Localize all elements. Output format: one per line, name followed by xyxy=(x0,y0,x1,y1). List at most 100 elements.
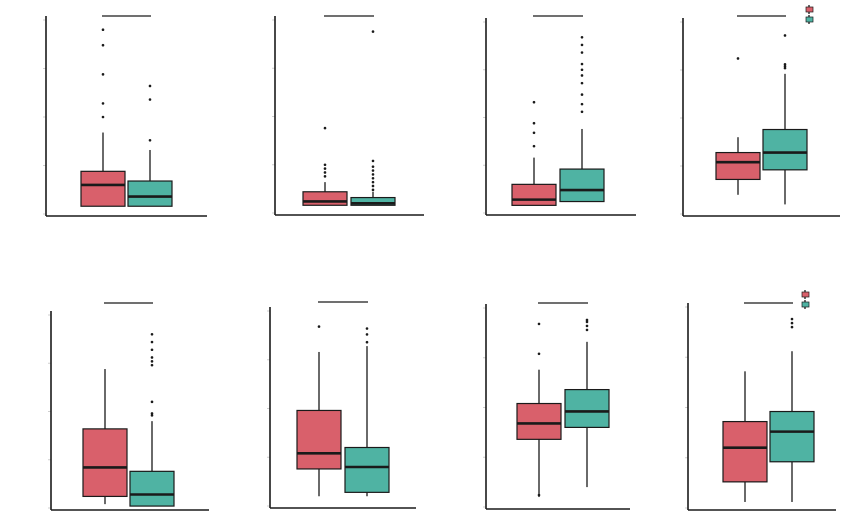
box-series-2 xyxy=(127,84,173,207)
iqr-box xyxy=(722,420,768,483)
box-series-1 xyxy=(511,100,557,206)
box-series-1 xyxy=(82,369,128,505)
iqr-box xyxy=(762,128,808,171)
iqr-box xyxy=(127,180,173,207)
outlier-point xyxy=(580,35,584,39)
outlier-point xyxy=(365,333,369,336)
box-series-2 xyxy=(564,318,610,488)
iqr-box xyxy=(559,168,605,203)
outlier-point xyxy=(580,51,584,54)
outlier-point xyxy=(323,171,327,174)
box-series-2 xyxy=(129,333,175,507)
outlier-point xyxy=(101,102,105,105)
outlier-point xyxy=(537,352,541,356)
iqr-box xyxy=(82,428,128,498)
box-series-1 xyxy=(296,325,342,497)
outlier-point xyxy=(790,317,794,321)
iqr-box xyxy=(769,410,815,463)
outlier-point xyxy=(317,325,321,328)
legend xyxy=(805,5,814,24)
outlier-point xyxy=(790,325,794,329)
iqr-box xyxy=(129,470,175,507)
iqr-box xyxy=(296,409,342,470)
outlier-point xyxy=(323,163,327,167)
outlier-point xyxy=(580,81,584,85)
outlier-point xyxy=(783,66,787,70)
outlier-point xyxy=(148,84,152,88)
outlier-point xyxy=(150,356,154,359)
box-series-2 xyxy=(762,34,808,205)
outlier-point xyxy=(371,176,375,180)
outlier-point xyxy=(537,493,541,497)
box-series-1 xyxy=(302,126,348,206)
outlier-point xyxy=(150,363,154,367)
outlier-point xyxy=(150,348,154,352)
outlier-point xyxy=(365,340,369,344)
outlier-point xyxy=(585,328,589,332)
boxplot-panel-1 xyxy=(43,15,207,217)
boxplot-panel-6 xyxy=(267,301,416,509)
outlier-point xyxy=(585,324,589,328)
iqr-box xyxy=(344,446,390,493)
iqr-box xyxy=(302,191,348,206)
outlier-point xyxy=(101,73,105,76)
outlier-point xyxy=(580,74,584,77)
outlier-point xyxy=(783,64,787,68)
outlier-point xyxy=(580,43,584,47)
outlier-point xyxy=(532,131,536,135)
outlier-point xyxy=(532,144,536,148)
outlier-point xyxy=(371,173,375,176)
legend-key xyxy=(801,301,810,308)
outlier-point xyxy=(371,30,375,33)
box-series-1 xyxy=(722,371,768,502)
iqr-box xyxy=(516,402,562,440)
box-series-1 xyxy=(80,28,126,207)
outlier-point xyxy=(585,320,589,324)
outlier-point xyxy=(148,138,152,142)
outlier-point xyxy=(323,175,327,178)
outlier-point xyxy=(790,321,794,325)
boxplot-panel-5 xyxy=(48,302,209,511)
outlier-point xyxy=(365,327,369,330)
outlier-point xyxy=(371,184,375,188)
outlier-point xyxy=(150,360,154,363)
outlier-point xyxy=(148,98,152,101)
outlier-point xyxy=(783,62,787,66)
outlier-point xyxy=(323,167,327,170)
boxplot-panel-3 xyxy=(483,15,636,216)
outlier-point xyxy=(101,115,105,119)
outlier-point xyxy=(371,188,375,192)
outlier-point xyxy=(101,43,105,47)
outlier-point xyxy=(783,34,787,37)
iqr-box xyxy=(511,183,557,206)
outlier-point xyxy=(371,169,375,172)
box-series-2 xyxy=(559,35,605,203)
legend-key xyxy=(801,291,810,298)
box-series-1 xyxy=(516,322,562,498)
boxplot-panel-2 xyxy=(272,15,424,216)
outlier-point xyxy=(532,100,536,104)
outlier-point xyxy=(580,62,584,66)
outlier-point xyxy=(580,68,584,72)
outlier-point xyxy=(150,340,154,344)
outlier-point xyxy=(537,322,541,326)
outlier-point xyxy=(580,93,584,96)
outlier-point xyxy=(150,400,154,404)
outlier-point xyxy=(580,110,584,114)
outlier-point xyxy=(371,180,375,184)
iqr-box xyxy=(715,151,761,181)
box-series-1 xyxy=(715,57,761,195)
outlier-point xyxy=(585,318,589,322)
outlier-point xyxy=(150,412,154,415)
iqr-box xyxy=(350,196,396,206)
legend xyxy=(801,290,810,309)
iqr-box xyxy=(80,170,126,207)
outlier-point xyxy=(150,414,154,417)
outlier-point xyxy=(150,333,154,336)
iqr-box xyxy=(564,388,610,428)
outlier-point xyxy=(736,57,740,60)
legend-key xyxy=(805,6,814,13)
boxplot-panel-8 xyxy=(685,290,836,511)
outlier-point xyxy=(371,165,375,168)
